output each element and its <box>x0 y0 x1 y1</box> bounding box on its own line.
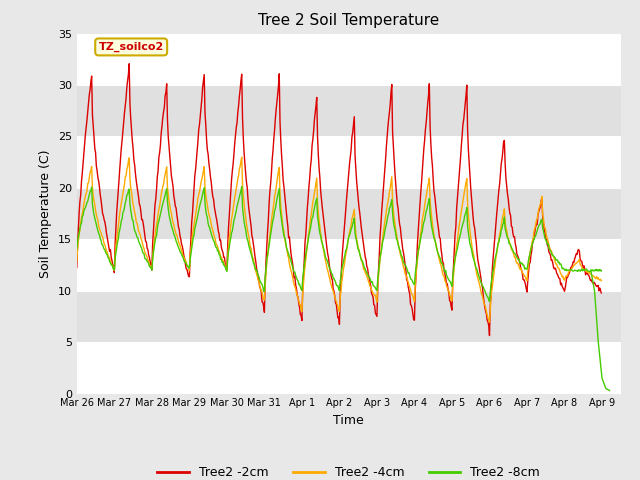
Bar <box>77 342 621 394</box>
Bar <box>77 34 621 85</box>
Bar <box>77 136 621 188</box>
Bar <box>77 240 621 291</box>
Bar <box>77 85 621 136</box>
Title: Tree 2 Soil Temperature: Tree 2 Soil Temperature <box>258 13 440 28</box>
Y-axis label: Soil Temperature (C): Soil Temperature (C) <box>39 149 52 278</box>
Bar <box>77 188 621 240</box>
Bar <box>77 291 621 342</box>
X-axis label: Time: Time <box>333 414 364 427</box>
Text: TZ_soilco2: TZ_soilco2 <box>99 42 164 52</box>
Legend: Tree2 -2cm, Tree2 -4cm, Tree2 -8cm: Tree2 -2cm, Tree2 -4cm, Tree2 -8cm <box>152 461 545 480</box>
